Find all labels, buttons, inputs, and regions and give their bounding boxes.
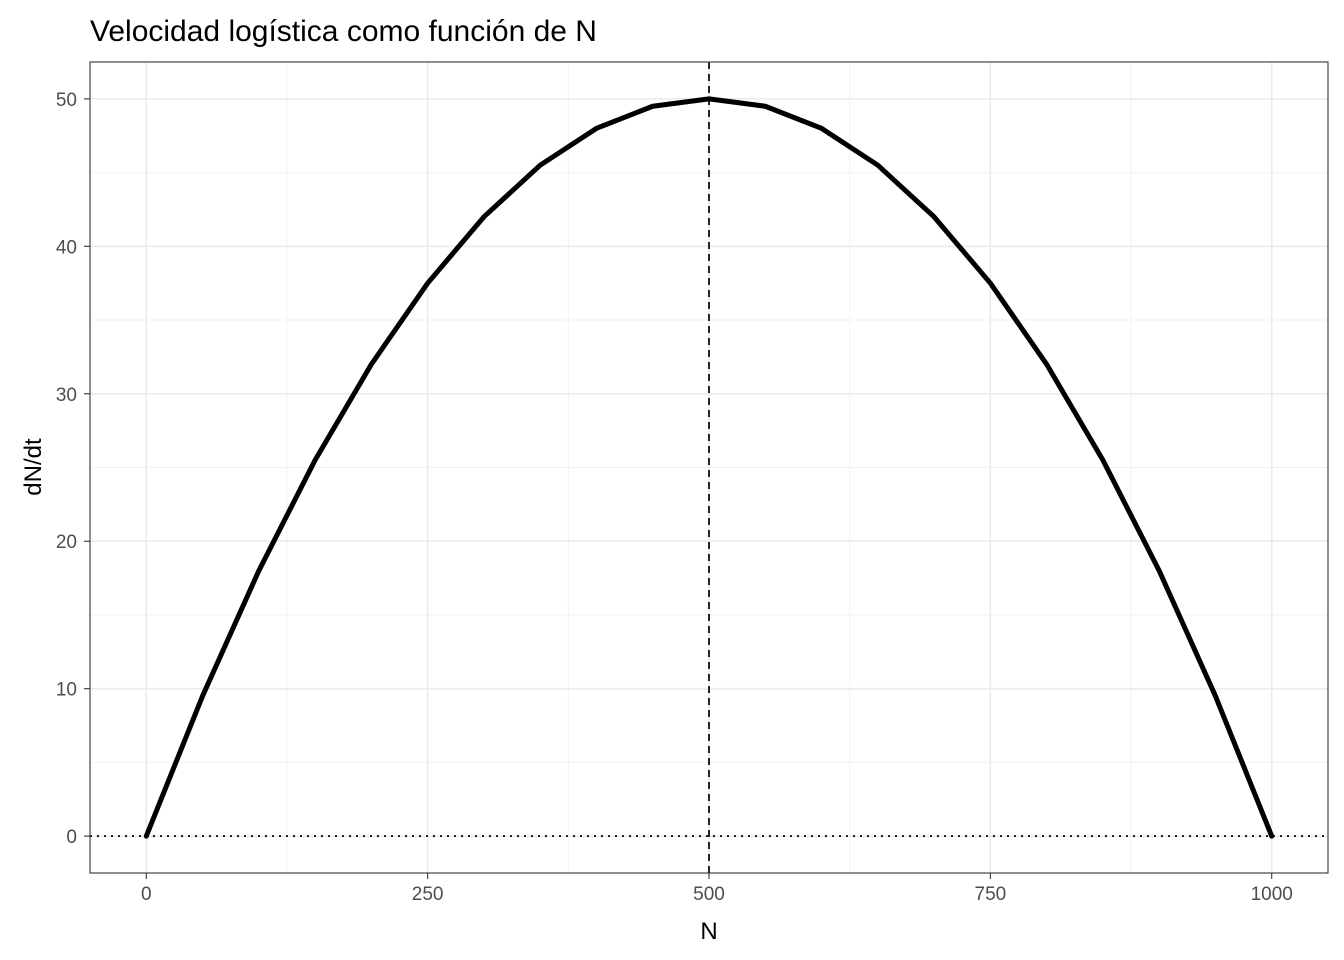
- y-tick-label: 40: [56, 237, 77, 258]
- y-tick-label: 30: [56, 385, 77, 406]
- x-axis-label: N: [700, 918, 717, 945]
- x-tick-label: 0: [141, 884, 152, 905]
- x-axis: 0 250 500 750 1000: [141, 873, 1293, 905]
- y-axis-label: dN/dt: [20, 438, 47, 496]
- y-tick-label: 10: [56, 680, 77, 701]
- series-line: [143, 96, 1275, 839]
- y-axis: 0 10 20 30 40 50: [56, 90, 90, 848]
- y-tick-label: 0: [66, 827, 77, 848]
- x-tick-label: 500: [693, 884, 725, 905]
- y-tick-label: 20: [56, 532, 77, 553]
- x-tick-label: 1000: [1251, 884, 1293, 905]
- y-tick-label: 50: [56, 90, 77, 111]
- x-tick-label: 250: [412, 884, 444, 905]
- data-series: [143, 96, 1275, 839]
- x-tick-label: 750: [975, 884, 1007, 905]
- chart-title: Velocidad logística como función de N: [90, 15, 597, 48]
- reference-lines: [90, 62, 1328, 873]
